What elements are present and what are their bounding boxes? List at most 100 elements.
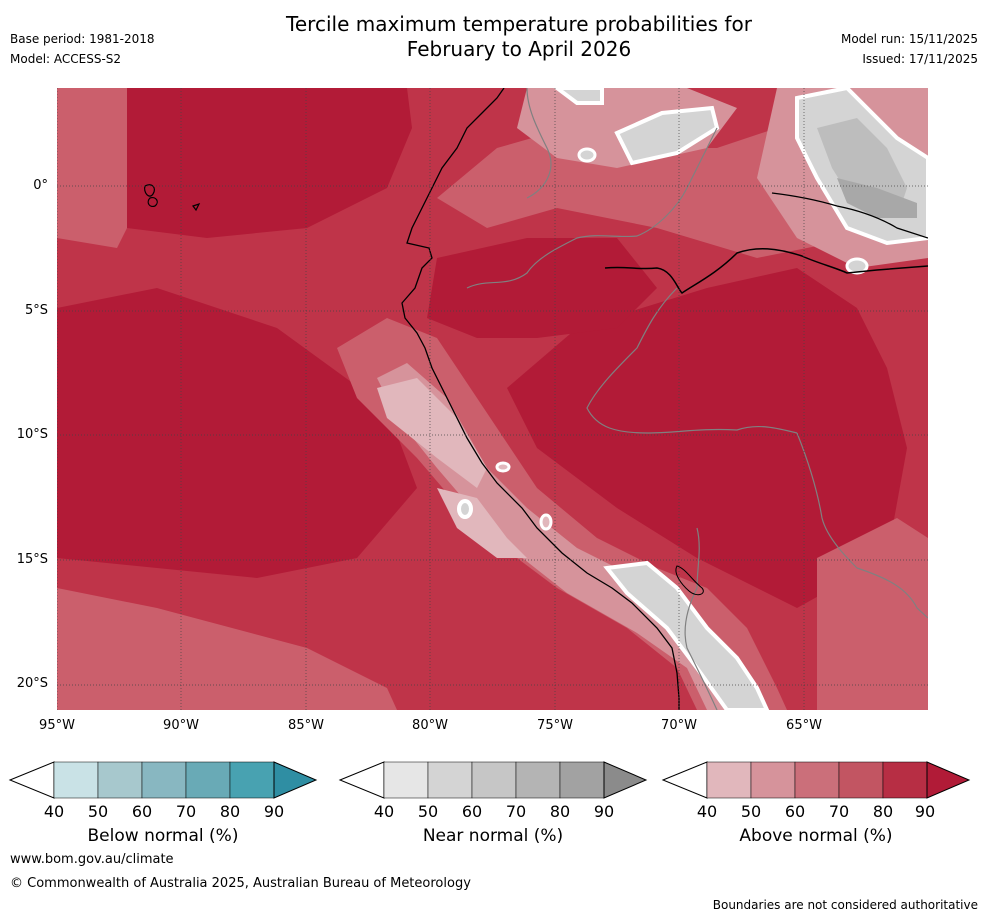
cb-below-seg-70	[185, 761, 231, 799]
website-link[interactable]: www.bom.gov.au/climate	[10, 852, 174, 867]
copyright-text: © Commonwealth of Australia 2025, Austra…	[10, 876, 471, 891]
lat-label-0: 0°	[33, 178, 48, 193]
cb-above-tick-40: 40	[696, 802, 718, 821]
cb-below-tick-60: 60	[131, 802, 153, 821]
near-normal-label: Near normal (%)	[422, 826, 564, 846]
cb-near-seg-80	[559, 761, 605, 799]
lat-label-20s: 20°S	[16, 676, 48, 691]
near-normal-patch	[845, 257, 869, 275]
cb-near-tick-90: 90	[593, 802, 615, 821]
country-border	[684, 527, 718, 710]
cb-near-tick-40: 40	[373, 802, 395, 821]
galapagos-coast	[144, 184, 156, 197]
cb-below-seg-80	[229, 761, 275, 799]
cb-near-tick-80: 80	[549, 802, 571, 821]
colorbar-below-normal	[8, 761, 318, 799]
above-70-region	[57, 88, 127, 248]
below-normal-label: Below normal (%)	[87, 826, 239, 846]
title-line-2: February to April 2026	[406, 37, 632, 61]
cb-above-seg-70	[838, 761, 884, 799]
cb-below-tick-90: 90	[263, 802, 285, 821]
cb-below-tick-50: 50	[87, 802, 109, 821]
probability-map	[57, 88, 928, 710]
metadata-right: Model run: 15/11/2025 Issued: 17/11/2025	[841, 29, 978, 69]
above-90-region	[507, 268, 907, 608]
lon-label-95w: 95°W	[39, 718, 75, 733]
cb-near-seg-50	[427, 761, 473, 799]
colorbar-near-normal	[338, 761, 648, 799]
cb-near-tick-60: 60	[461, 802, 483, 821]
above-50-patch	[377, 378, 487, 488]
cb-near-seg-40	[383, 761, 429, 799]
cb-below-seg-60	[141, 761, 187, 799]
title-line-1: Tercile maximum temperature probabilitie…	[286, 12, 752, 36]
lon-label-70w: 70°W	[661, 718, 697, 733]
above-90-region	[57, 288, 417, 578]
galapagos-coast	[192, 202, 201, 212]
colorbars-svg	[8, 761, 971, 799]
cb-below-tick-70: 70	[175, 802, 197, 821]
cb-below-arrow-right	[273, 761, 318, 799]
country-border	[526, 88, 552, 199]
cb-near-tick-70: 70	[505, 802, 527, 821]
cb-above-seg-60	[794, 761, 840, 799]
cb-above-tick-80: 80	[872, 802, 894, 821]
model-run: Model run: 15/11/2025	[840, 32, 978, 46]
lon-label-90w: 90°W	[163, 718, 199, 733]
country-border	[466, 127, 718, 289]
cb-near-arrow-left	[338, 761, 385, 799]
lon-label-65w: 65°W	[786, 718, 822, 733]
cb-near-seg-60	[471, 761, 517, 799]
cb-below-seg-50	[97, 761, 143, 799]
lat-label-10s: 10°S	[16, 427, 48, 442]
cb-above-arrow-left	[661, 761, 708, 799]
near-70-region	[837, 178, 917, 218]
above-90-region	[127, 88, 412, 238]
map-svg	[57, 88, 928, 710]
base-period: Base period: 1981-2018	[10, 32, 155, 46]
graticule	[57, 88, 928, 710]
cb-below-tick-40: 40	[43, 802, 65, 821]
cb-near-seg-70	[515, 761, 561, 799]
above-70-region	[57, 588, 397, 710]
cb-above-seg-40	[706, 761, 752, 799]
above-50-patch	[495, 461, 511, 473]
cb-above-seg-50	[750, 761, 796, 799]
cb-above-tick-70: 70	[828, 802, 850, 821]
lat-label-5s: 5°S	[24, 303, 48, 318]
cb-above-tick-60: 60	[784, 802, 806, 821]
amazon-river	[604, 247, 928, 294]
lake-titicaca	[675, 565, 704, 596]
cb-near-arrow-right	[603, 761, 648, 799]
cb-above-seg-80	[882, 761, 928, 799]
issued-date: Issued: 17/11/2025	[862, 52, 978, 66]
cb-above-tick-90: 90	[914, 802, 936, 821]
above-normal-label: Above normal (%)	[739, 826, 893, 846]
disclaimer-text: Boundaries are not considered authoritat…	[712, 898, 978, 912]
lat-label-15s: 15°S	[16, 552, 48, 567]
model-name: Model: ACCESS-S2	[10, 52, 122, 66]
lon-label-80w: 80°W	[412, 718, 448, 733]
chart-title: Tercile maximum temperature probabilitie…	[0, 12, 988, 62]
cb-near-tick-50: 50	[417, 802, 439, 821]
lon-label-85w: 85°W	[288, 718, 324, 733]
coastline	[401, 88, 680, 710]
colorbar-above-normal	[661, 761, 971, 799]
cb-below-arrow-left	[8, 761, 55, 799]
cb-above-tick-50: 50	[740, 802, 762, 821]
cb-above-arrow-right	[926, 761, 971, 799]
country-border	[796, 432, 928, 619]
galapagos-coast	[147, 197, 158, 207]
lon-label-75w: 75°W	[537, 718, 573, 733]
cb-below-seg-40	[53, 761, 99, 799]
near-normal-region	[553, 88, 604, 105]
above-50-patch	[539, 513, 553, 531]
above-90-region	[427, 238, 657, 338]
above-70-region	[817, 518, 928, 710]
river-north	[771, 192, 928, 239]
cb-below-tick-80: 80	[219, 802, 241, 821]
near-normal-patch	[457, 499, 473, 519]
near-normal-patch	[577, 147, 597, 163]
metadata-left: Base period: 1981-2018 Model: ACCESS-S2	[10, 29, 155, 69]
country-border	[586, 287, 798, 434]
